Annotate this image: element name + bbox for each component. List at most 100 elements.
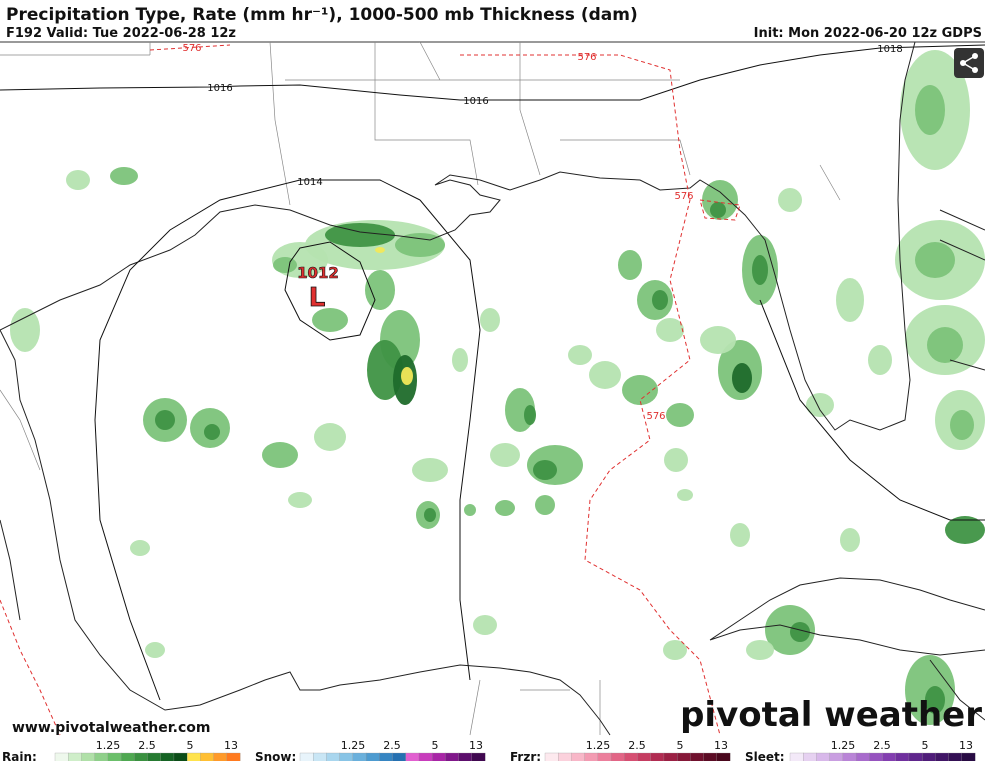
legend-swatch [173, 752, 188, 761]
legend-tick: 13 [714, 739, 728, 752]
precip-area [945, 516, 985, 544]
thickness-label: 576 [674, 191, 693, 202]
share-button[interactable] [954, 48, 984, 78]
legend-swatch [895, 752, 910, 761]
thickness-label: 576 [646, 411, 665, 422]
precip-area [288, 492, 312, 508]
precip-area [524, 405, 536, 425]
legend-swatch [624, 752, 638, 761]
precip-area [732, 363, 752, 393]
legend-tick: 1.25 [586, 739, 611, 752]
precip-area [495, 500, 515, 516]
legend-tick: 2.5 [873, 739, 891, 752]
legend-tick: 5 [677, 739, 684, 752]
valid-time: F192 Valid: Tue 2022-06-28 12z [6, 26, 236, 41]
legend-swatch [200, 752, 215, 761]
coastlines [0, 41, 985, 736]
legend-swatch [186, 752, 201, 761]
precip-area [710, 202, 726, 218]
precip-area [568, 345, 592, 365]
precip-area [664, 448, 688, 472]
legend-swatch [803, 752, 817, 761]
legend-swatch [339, 752, 354, 761]
legend-tick: 13 [469, 739, 483, 752]
precip-area [473, 615, 497, 635]
precip-area [533, 460, 557, 480]
legend: Rain: 1.25 2.5 5 13 Snow: 1.25 2.5 5 13 Frzr: 1.25 2… [2, 739, 976, 761]
precip-area [663, 640, 687, 660]
precip-area [325, 223, 395, 247]
precip-area [273, 257, 297, 273]
legend-swatch [94, 752, 109, 761]
legend-swatch [571, 752, 586, 761]
precip-area [730, 523, 750, 547]
legend-swatch [458, 752, 473, 761]
precip-area [806, 393, 834, 417]
precip-area [312, 308, 348, 332]
precip-area [868, 345, 892, 375]
low-pressure-marker: L [309, 283, 326, 313]
legend-swatch [869, 752, 883, 761]
precip-area [155, 410, 175, 430]
precip-area [925, 686, 945, 714]
precip-area [927, 327, 963, 363]
precip-area [656, 318, 684, 342]
legend-swatch [352, 752, 367, 761]
legend-swatch [690, 752, 705, 761]
legend-swatch [676, 752, 691, 761]
thickness-label: 576 [182, 43, 201, 54]
legend-swatch [703, 752, 718, 761]
isobar-label: 1014 [297, 177, 322, 188]
legend-tick: 13 [224, 739, 238, 752]
precip-area [666, 403, 694, 427]
precip-area [950, 410, 974, 440]
precip-area [535, 495, 555, 515]
legend-swatch [650, 752, 665, 761]
legend-swatch [120, 752, 135, 761]
legend-swatch [816, 752, 831, 761]
legend-swatch [855, 752, 870, 761]
low-pressure-value: 1012 [297, 264, 339, 282]
legend-swatch [921, 752, 936, 761]
precip-area [412, 458, 448, 482]
legend-tick: 2.5 [138, 739, 156, 752]
legend-label: Snow: [255, 750, 296, 761]
legend-swatch [418, 752, 433, 761]
legend-swatch [392, 752, 407, 761]
website: www.pivotalweather.com [12, 720, 211, 736]
precip-area [464, 504, 476, 516]
precip-area [765, 605, 815, 655]
legend-swatch [716, 752, 731, 761]
legend-swatch [134, 752, 148, 761]
precip-area [262, 442, 298, 468]
isobar-label: 1018 [877, 44, 902, 55]
legend-swatch [829, 752, 844, 761]
legend-swatch [379, 752, 393, 761]
legend-swatch [365, 752, 380, 761]
legend-swatch [471, 752, 486, 761]
precip-area [618, 250, 642, 280]
legend-tick: 5 [187, 739, 194, 752]
precip-area [452, 348, 468, 372]
logo: pivotal weather [680, 695, 982, 735]
legend-swatch [948, 752, 963, 761]
init-time: Init: Mon 2022-06-20 12z GDPS [754, 26, 982, 41]
isobar-label: 1016 [463, 96, 488, 107]
legend-swatch [213, 752, 228, 761]
precip-area [110, 167, 138, 185]
legend-swatch [226, 752, 241, 761]
precip-area [375, 247, 385, 253]
precip-area [130, 540, 150, 556]
legend-swatch [405, 752, 420, 761]
legend-swatch [299, 752, 314, 761]
thickness-label: 576 [577, 52, 596, 63]
legend-tick: 5 [432, 739, 439, 752]
legend-swatch [597, 752, 612, 761]
legend-swatch [908, 752, 923, 761]
legend-tick: 13 [959, 739, 973, 752]
legend-swatch [107, 752, 122, 761]
legend-swatch [54, 752, 69, 761]
legend-swatch [961, 752, 976, 761]
precip-area [365, 270, 395, 310]
legend-swatch [882, 752, 897, 761]
